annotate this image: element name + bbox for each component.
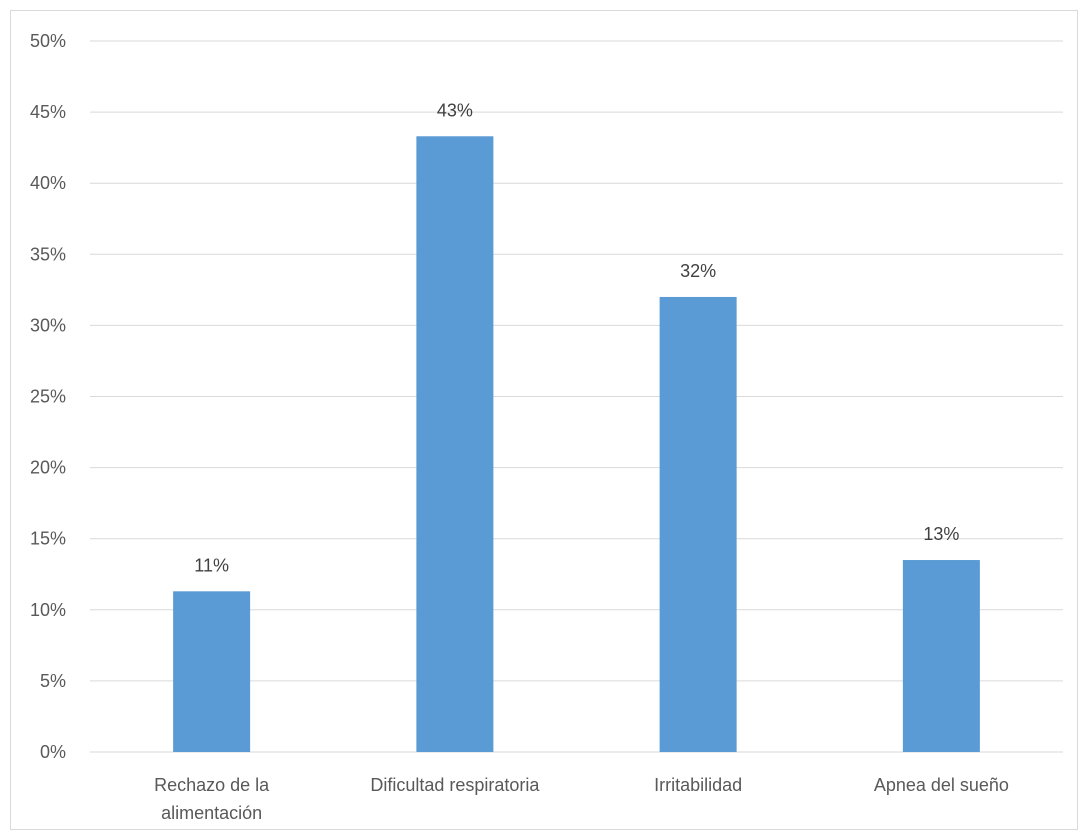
data-label: 13% xyxy=(923,524,959,544)
x-axis-tick-labels: Rechazo de la alimentación Dificultad resp… xyxy=(154,775,1009,823)
y-tick-label: 25% xyxy=(30,387,66,407)
y-tick-label: 10% xyxy=(30,600,66,620)
x-tick-label: Dificultad respiratoria xyxy=(370,775,540,795)
x-tick-label: Irritabilidad xyxy=(654,775,742,795)
y-tick-label: 5% xyxy=(40,671,66,691)
y-tick-label: 15% xyxy=(30,529,66,549)
x-tick-label-line: Apnea del sueño xyxy=(874,775,1009,795)
data-label: 11% xyxy=(194,555,229,575)
y-tick-label: 30% xyxy=(30,315,66,335)
x-tick-label-line: Rechazo de la xyxy=(154,775,270,795)
y-tick-label: 35% xyxy=(30,244,66,264)
y-axis-tick-labels: 0% 5% 10% 15% 20% 25% 30% 35% 40% 45% 50% xyxy=(30,31,66,762)
gridlines xyxy=(90,40,1063,753)
x-tick-label-line: alimentación xyxy=(161,803,262,823)
y-tick-label: 45% xyxy=(30,102,66,122)
y-tick-label: 0% xyxy=(40,742,66,762)
y-tick-label: 20% xyxy=(30,458,66,478)
bar xyxy=(416,136,494,753)
x-tick-label: Apnea del sueño xyxy=(874,775,1009,795)
x-tick-label-line: Irritabilidad xyxy=(654,775,742,795)
x-tick-label: Rechazo de la alimentación xyxy=(154,775,270,823)
data-labels: 11% 43% 32% 13% xyxy=(194,100,959,575)
data-label: 43% xyxy=(437,100,473,120)
data-label: 32% xyxy=(680,261,716,281)
x-tick-label-line: Dificultad respiratoria xyxy=(370,775,540,795)
bar xyxy=(659,296,737,752)
bar xyxy=(173,591,251,752)
bar xyxy=(902,560,980,752)
bars xyxy=(173,136,980,753)
y-tick-label: 50% xyxy=(30,31,66,51)
y-tick-label: 40% xyxy=(30,173,66,193)
